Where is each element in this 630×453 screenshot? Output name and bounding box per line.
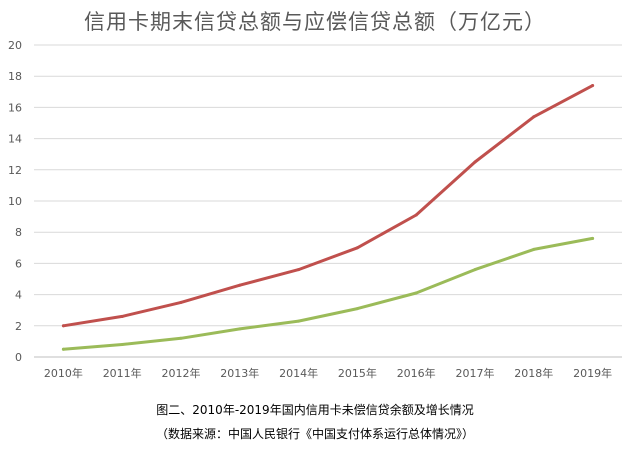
data-point [179, 336, 183, 340]
chart-title: 信用卡期末信贷总额与应偿信贷总额（万亿元） [84, 10, 546, 34]
data-point [473, 160, 477, 164]
data-point [532, 247, 536, 251]
x-axis-ticks: 2010年 2011年 2012年 2013年 2014年 2015年 2016年 2017年… [44, 366, 612, 380]
y-tick-label: 6 [15, 257, 22, 270]
data-point [120, 314, 124, 318]
data-point [355, 307, 359, 311]
series-line-2 [61, 236, 595, 351]
data-point [473, 268, 477, 272]
data-point [297, 268, 301, 272]
data-point [591, 236, 595, 240]
data-point [591, 84, 595, 88]
x-tick-label: 2011年 [103, 366, 142, 380]
gridlines [34, 44, 622, 358]
data-point [297, 319, 301, 323]
y-tick-label: 2 [15, 320, 22, 333]
x-tick-label: 2017年 [456, 366, 495, 380]
x-tick-label: 2016年 [397, 366, 436, 380]
data-point [120, 343, 124, 347]
figure-caption: 图二、2010年-2019年国内信用卡未偿信贷余额及增长情况 [156, 403, 474, 417]
data-point [179, 300, 183, 304]
x-tick-label: 2010年 [44, 366, 83, 380]
data-point [414, 291, 418, 295]
data-point [414, 213, 418, 217]
data-source-note: （数据来源：中国人民银行《中国支付体系运行总体情况》） [155, 427, 474, 441]
x-tick-label: 2012年 [162, 366, 201, 380]
data-point [238, 327, 242, 331]
y-axis-ticks: 0 2 4 6 8 10 12 14 16 18 20 [8, 39, 22, 364]
y-tick-label: 8 [15, 226, 22, 239]
data-point [61, 324, 65, 328]
data-point [355, 246, 359, 250]
data-point [238, 283, 242, 287]
series-lines [61, 84, 595, 351]
x-tick-label: 2014年 [279, 366, 318, 380]
y-tick-label: 0 [15, 351, 22, 364]
y-tick-label: 16 [8, 101, 22, 114]
x-tick-label: 2013年 [220, 366, 259, 380]
y-tick-label: 14 [8, 133, 22, 146]
x-tick-label: 2019年 [573, 366, 612, 380]
y-tick-label: 12 [8, 164, 22, 177]
y-tick-label: 18 [8, 70, 22, 83]
y-tick-label: 4 [15, 289, 22, 302]
data-point [61, 347, 65, 351]
y-tick-label: 10 [8, 195, 22, 208]
series-line-1 [61, 84, 595, 328]
data-point [532, 115, 536, 119]
x-tick-label: 2018年 [514, 366, 553, 380]
y-tick-label: 20 [8, 39, 22, 52]
x-tick-label: 2015年 [338, 366, 377, 380]
